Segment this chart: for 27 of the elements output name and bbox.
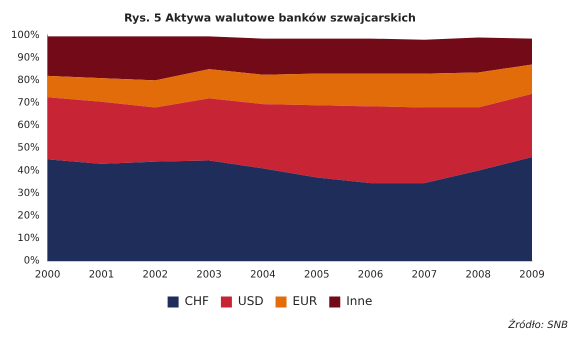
text: Źródło: SNB	[508, 320, 568, 331]
y-tick-label: 100%	[10, 30, 40, 41]
y-tick-label: 30%	[17, 188, 40, 199]
y-tick-label: 90%	[17, 52, 40, 64]
x-tick-label: 2007	[412, 270, 438, 281]
legend-label: CHF	[184, 294, 210, 308]
x-tick-label: 2002	[142, 270, 168, 281]
x-tick-label: 2001	[88, 270, 114, 281]
y-tick-label: 60%	[17, 120, 40, 132]
chart-title: Rys. 5 Aktywa walutowe banków szwajcarskich	[124, 11, 416, 24]
legend-label: EUR	[292, 294, 318, 308]
y-tick-label: 0%	[24, 256, 40, 267]
y-tick-label: 70%	[17, 98, 40, 109]
x-tick-label: 2009	[519, 270, 545, 281]
x-tick-label: 2003	[196, 270, 222, 281]
y-tick-label: 10%	[17, 233, 40, 244]
legend-label: Inne	[346, 294, 372, 308]
x-tick-label: 2004	[250, 270, 276, 281]
x-tick-label: 2008	[465, 270, 491, 281]
legend-label: USD	[238, 294, 264, 308]
y-tick-label: 20%	[17, 210, 40, 222]
y-tick-label: 50%	[17, 142, 40, 154]
x-tick-label: 2006	[358, 270, 384, 281]
x-tick-label: 2000	[34, 270, 60, 281]
x-tick-label: 2005	[304, 270, 330, 281]
y-tick-label: 40%	[17, 165, 40, 176]
y-tick-label: 80%	[17, 74, 40, 86]
